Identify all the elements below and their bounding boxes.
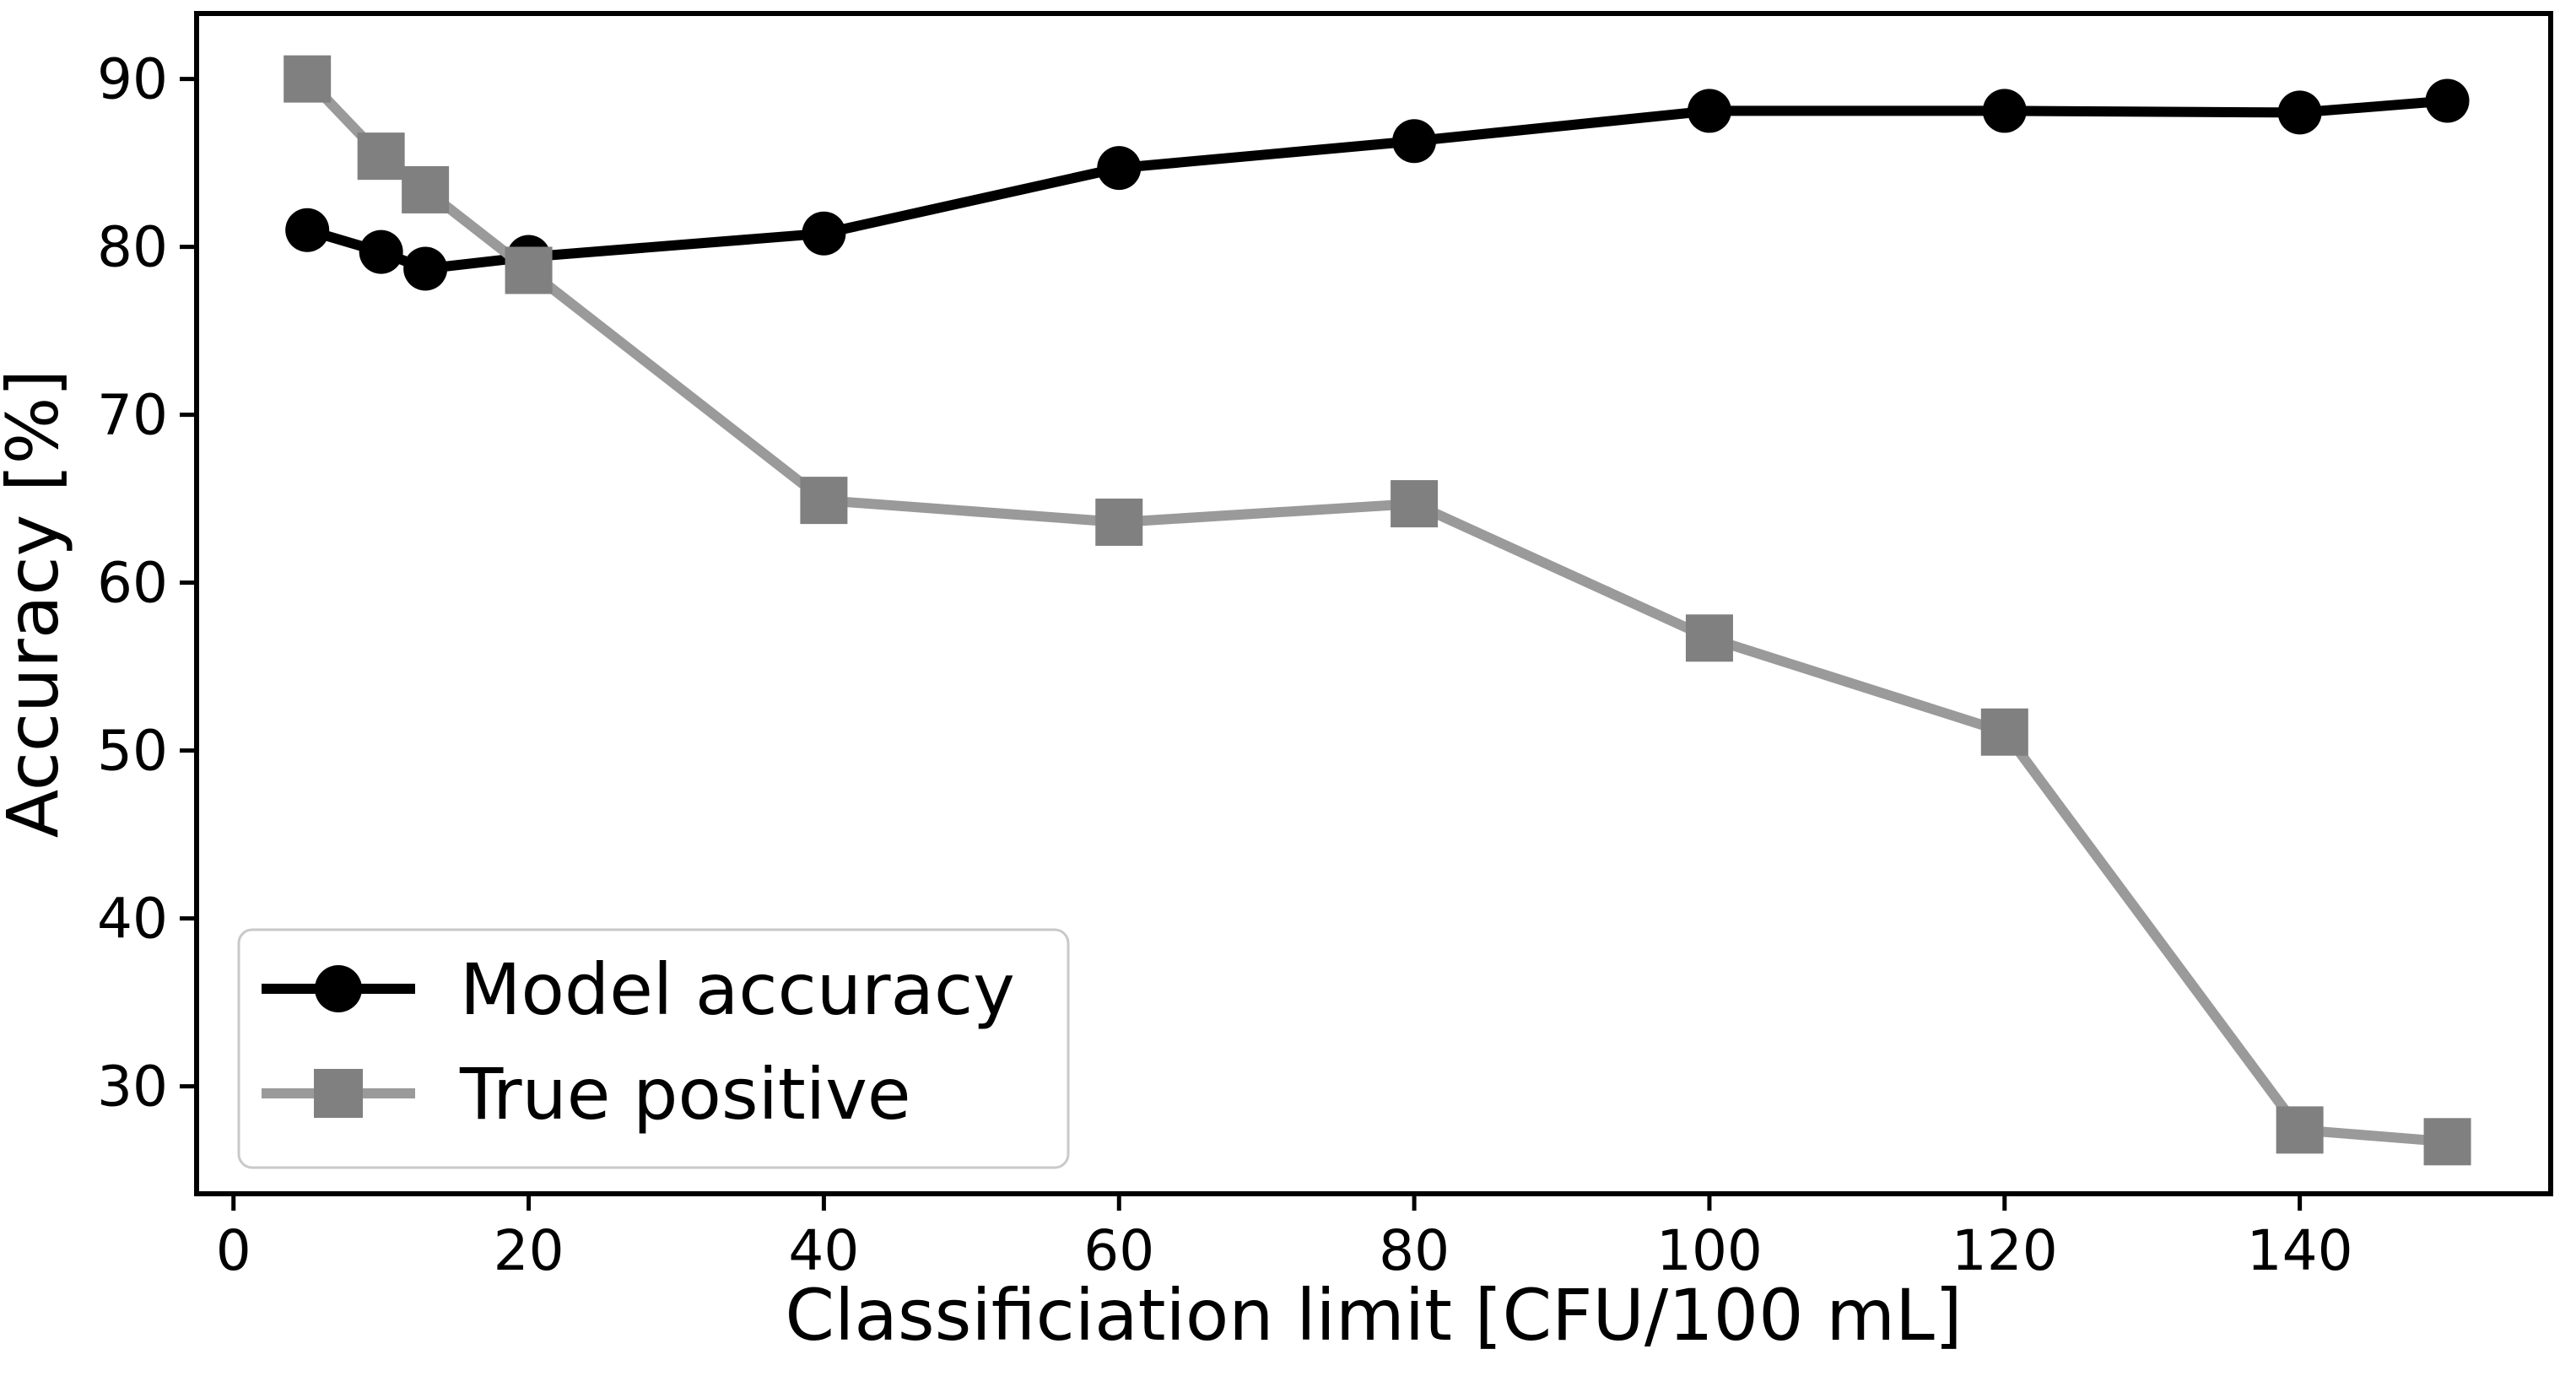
y-tick-label: 70: [97, 383, 168, 448]
data-point-true-positive: [800, 477, 848, 525]
data-point-true-positive: [402, 165, 450, 213]
y-tick-label: 90: [97, 47, 168, 112]
data-point-true-positive: [1685, 614, 1733, 662]
data-point-model-accuracy: [2277, 90, 2322, 135]
x-tick-label: 80: [1379, 1218, 1450, 1283]
data-point-model-accuracy: [1392, 119, 1437, 164]
data-point-model-accuracy: [1097, 146, 1142, 191]
x-axis-label: Classificiation limit [CFU/100 mL]: [785, 1274, 1962, 1357]
x-tick-label: 0: [216, 1218, 251, 1283]
x-tick-label: 40: [788, 1218, 859, 1283]
plot-frame: [194, 11, 2553, 1196]
legend-label-true-positive: True positive: [459, 1053, 911, 1136]
data-point-model-accuracy: [1982, 89, 2027, 133]
legend-marker-square-icon: [314, 1069, 363, 1118]
x-tick-label: 120: [1952, 1218, 2058, 1283]
x-tick-label: 20: [494, 1218, 564, 1283]
x-tick-label: 140: [2247, 1218, 2353, 1283]
data-point-model-accuracy: [403, 246, 448, 291]
y-tick-label: 50: [97, 719, 168, 784]
data-point-true-positive: [1391, 480, 1439, 528]
x-tick-label: 60: [1083, 1218, 1154, 1283]
data-point-model-accuracy: [802, 211, 846, 256]
data-point-true-positive: [505, 246, 553, 294]
y-tick-label: 80: [97, 215, 168, 280]
data-point-true-positive: [1980, 708, 2028, 756]
data-point-true-positive: [2423, 1118, 2471, 1166]
data-point-true-positive: [2276, 1106, 2324, 1154]
data-point-model-accuracy: [359, 229, 403, 274]
data-point-true-positive: [1095, 498, 1143, 546]
y-tick-label: 30: [97, 1055, 168, 1120]
data-point-true-positive: [284, 55, 332, 103]
data-point-model-accuracy: [2425, 78, 2470, 123]
y-tick-label: 40: [97, 887, 168, 952]
legend-marker-circle-icon: [315, 965, 362, 1012]
y-tick-label: 60: [97, 551, 168, 616]
legend-label-model-accuracy: Model accuracy: [460, 948, 1015, 1031]
legend-box: [237, 928, 1070, 1169]
y-axis-label: Accuracy [%]: [0, 370, 74, 839]
data-point-true-positive: [357, 132, 405, 181]
data-point-model-accuracy: [285, 208, 330, 252]
data-point-model-accuracy: [1687, 89, 1731, 133]
x-tick-label: 100: [1656, 1218, 1763, 1283]
